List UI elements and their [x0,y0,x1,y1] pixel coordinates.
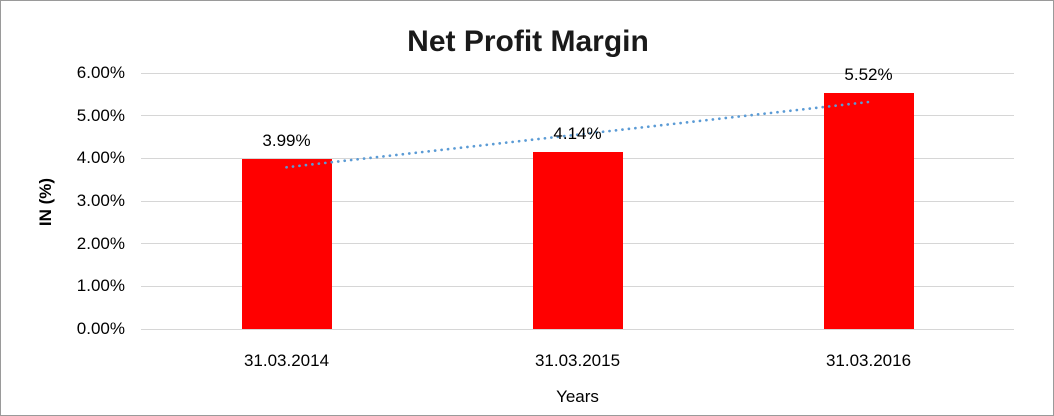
y-tick-label: 5.00% [76,105,125,125]
y-tick-label: 0.00% [76,319,125,338]
bar-31.03.2016 [823,93,914,329]
x-tick-label: 31.03.2014 [243,351,330,370]
y-tick-label: 6.00% [76,63,125,82]
bar-31.03.2015 [532,152,623,329]
bar-31.03.2014 [241,158,332,329]
data-label: 5.52% [844,65,893,85]
gridline [141,115,1014,117]
y-tick-label: 4.00% [76,148,125,168]
x-tick-label: 31.03.2016 [825,351,912,370]
y-tick-label: 1.00% [76,276,125,296]
data-label: 4.14% [553,124,602,144]
x-tick-label: 31.03.2015 [534,351,621,370]
x-axis-title: Years [556,387,599,406]
trendline [285,100,870,169]
data-label: 3.99% [262,130,311,150]
plot-area: 3.99% 4.14% 5.52% [141,65,1014,330]
trendline-path [285,100,870,169]
gridline [141,72,1014,74]
gridline [141,328,1014,330]
y-tick-label: 2.00% [76,233,125,253]
chart-title: Net Profit Margin [407,25,649,58]
y-tick-label: 3.00% [76,191,125,210]
